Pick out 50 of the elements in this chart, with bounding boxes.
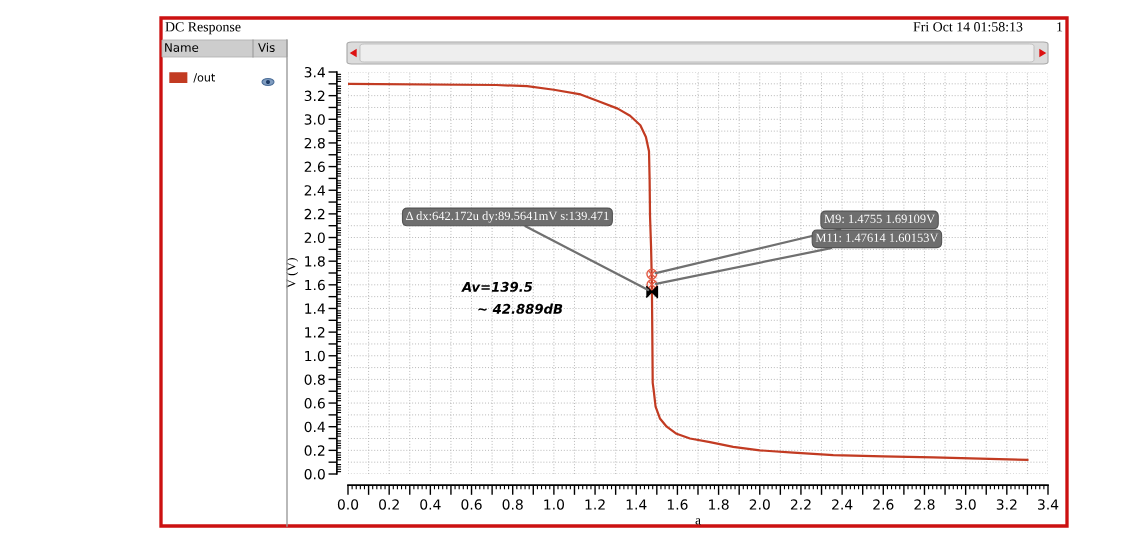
- text: DC Response: [165, 22, 241, 35]
- y-tick-label: 2.4: [304, 185, 325, 196]
- y-tick-label: 0.4: [304, 421, 325, 433]
- y-tick-label: 0.2: [304, 445, 325, 456]
- annotation: ~ 42.889dB: [478, 303, 563, 314]
- legend-title: Name: [165, 43, 199, 52]
- x-axis-title: a: [695, 518, 701, 525]
- x-tick-label: 1.0: [544, 499, 564, 510]
- y-tick-label: 1.4: [305, 303, 325, 314]
- x-tick-label: 0.8: [502, 499, 523, 510]
- line-series: [348, 82, 1029, 461]
- x-tick-label: 2.2: [790, 499, 811, 510]
- x-tick-label: 0.6: [461, 499, 482, 510]
- y-tick-label: 1.8: [305, 256, 325, 267]
- y-tick-label: 2.2: [304, 208, 325, 220]
- text: Vis: [258, 42, 275, 52]
- chart-subtitle: Fri Oct 14 01:58:13: [913, 22, 1023, 32]
- y-tick-label: 3.2: [304, 90, 325, 102]
- legend-label: /out: [193, 73, 216, 83]
- x-tick-label: 2.8: [914, 499, 935, 510]
- y-tick-label: 3.4: [304, 66, 325, 78]
- y-tick-label: 0.0: [304, 468, 325, 480]
- annotation: M9: 1.4755 1.69109V: [824, 214, 935, 224]
- y-tick-label: 2.0: [304, 232, 325, 243]
- x-tick-label: 1.8: [709, 499, 729, 510]
- x-tick-label: 1.6: [667, 499, 688, 510]
- text: 1: [1057, 22, 1063, 32]
- y-tick-label: 3.0: [304, 114, 325, 125]
- y-tick-label: 0.8: [304, 374, 325, 385]
- x-tick-label: 3.4: [1038, 499, 1059, 510]
- x-tick-label: 2.4: [832, 499, 853, 510]
- y-tick-label: 1.6: [305, 279, 325, 291]
- annotation: M11: 1.47614 1.60153V: [815, 233, 939, 242]
- y-tick-label: 2.6: [304, 161, 325, 173]
- y-tick-label: 0.6: [304, 398, 325, 409]
- y-tick-label: 2.8: [304, 137, 325, 149]
- y-axis-title: V (V): [286, 258, 299, 289]
- x-tick-label: 3.2: [996, 499, 1017, 510]
- x-tick-label: 2.0: [749, 499, 770, 510]
- x-tick-label: 0.4: [420, 499, 441, 510]
- annotation: Δ dx:642.172u dy:89.5641mV s:139.471: [406, 211, 609, 223]
- x-tick-label: 0.0: [337, 499, 359, 510]
- annotation: Av=139.5: [461, 281, 533, 292]
- x-tick-label: 0.2: [379, 499, 399, 510]
- x-tick-label: 2.6: [873, 499, 894, 510]
- x-tick-label: 1.4: [626, 499, 647, 510]
- y-tick-label: 1.0: [305, 350, 325, 362]
- x-tick-label: 3.0: [955, 499, 976, 510]
- y-tick-label: 1.2: [305, 327, 325, 338]
- x-tick-label: 1.2: [585, 499, 605, 510]
